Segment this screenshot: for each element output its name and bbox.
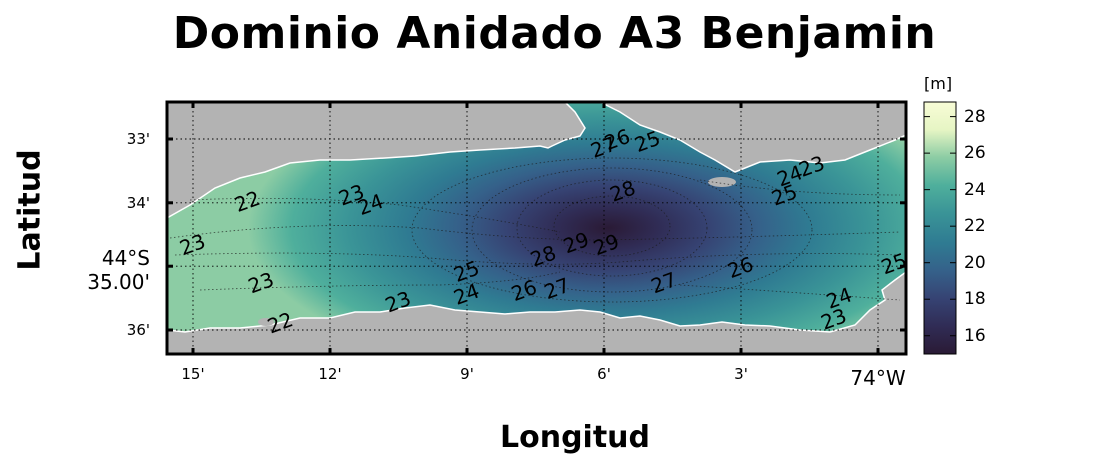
colorbar-tick-label: 18 [964, 289, 986, 310]
island [708, 177, 736, 187]
island [258, 318, 274, 326]
x-axis-label: Longitud [499, 420, 650, 455]
colorbar-tick-label: 20 [964, 252, 986, 273]
colorbar-tick-label: 16 [964, 325, 986, 346]
y-tick-label: 33' [126, 130, 150, 148]
x-tick-label: 3' [734, 365, 748, 383]
map-frame [165, 100, 908, 356]
x-tick-label: 12' [318, 365, 342, 383]
y-tick-label: 44°S 35.00' [87, 246, 150, 295]
water-channel [167, 102, 906, 333]
x-tick-label: 9' [460, 365, 474, 383]
colorbar-tick-label: 24 [964, 179, 986, 200]
contour-lines [169, 157, 901, 303]
map-title: Dominio Anidado A3 Benjamin [172, 8, 937, 59]
y-tick-label: 36' [126, 321, 150, 339]
colorbar-unit: [m] [924, 74, 953, 93]
colorbar [923, 101, 957, 355]
colorbar-tick-label: 22 [964, 216, 986, 237]
colorbar-tick-label: 28 [964, 106, 986, 127]
x-tick-label: 6' [597, 365, 611, 383]
x-tick-label: 74°W [850, 366, 906, 390]
graticule [167, 102, 906, 354]
y-tick-label: 34' [126, 193, 150, 212]
x-tick-label: 15' [181, 365, 205, 383]
colorbar-tick-label: 26 [964, 143, 986, 164]
